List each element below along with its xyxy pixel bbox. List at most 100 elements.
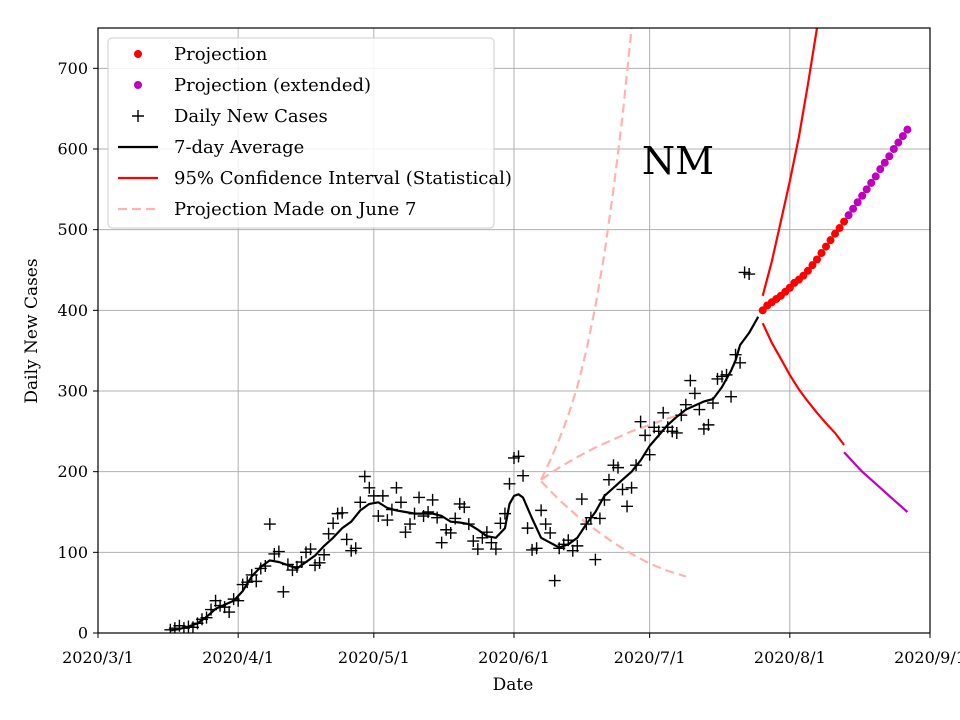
legend-label: Projection (extended): [174, 75, 371, 96]
daily-case-marker: [340, 533, 353, 546]
projection-extended-point: [858, 191, 867, 200]
daily-case-marker: [349, 542, 362, 555]
projection-extended-point: [894, 138, 903, 147]
daily-case-marker: [616, 483, 629, 496]
daily-case-marker: [304, 543, 317, 556]
daily-case-marker: [634, 415, 647, 428]
x-tick-label: 2020/8/1: [754, 648, 826, 667]
y-tick-label: 300: [57, 382, 88, 401]
daily-case-marker: [743, 268, 756, 281]
daily-case-marker: [693, 403, 706, 416]
june7-projection-upper: [540, 28, 633, 481]
daily-case-marker: [725, 390, 738, 403]
legend-label: Projection: [174, 44, 268, 65]
daily-case-marker: [517, 469, 530, 482]
daily-case-marker: [394, 496, 407, 509]
projection-extended-point: [862, 185, 871, 194]
x-tick-label: 2020/3/1: [62, 648, 134, 667]
daily-case-marker: [322, 527, 335, 540]
daily-case-marker: [404, 518, 416, 531]
projection-extended-point: [867, 178, 876, 187]
daily-case-marker: [358, 470, 371, 483]
projection-extended-point: [871, 172, 880, 181]
projection-point: [840, 217, 849, 226]
daily-case-marker: [498, 507, 511, 520]
daily-case-marker: [263, 518, 276, 531]
projection-point: [803, 266, 812, 275]
ci-lower-extended-line: [843, 451, 909, 513]
daily-case-marker: [521, 522, 534, 535]
daily-case-marker: [684, 374, 697, 387]
legend-label: Daily New Cases: [174, 106, 328, 127]
ci-lower-line: [761, 322, 845, 446]
ticks: 2020/3/1 2020/4/1 2020/5/1 2020/6/1 2020/7/1…: [57, 59, 960, 667]
daily-case-marker: [494, 517, 507, 530]
projection-extended-point: [903, 125, 912, 134]
daily-case-marker: [734, 356, 747, 369]
daily-case-marker: [544, 526, 557, 539]
daily-case-marker: [530, 542, 543, 555]
daily-case-marker: [354, 496, 367, 509]
projection-extended-point: [853, 198, 862, 207]
legend-label: Projection Made on June 7: [174, 199, 416, 220]
daily-case-marker: [399, 526, 412, 539]
legend-swatch: [132, 110, 144, 122]
projection-extended-point: [885, 152, 894, 161]
daily-case-marker: [489, 543, 502, 556]
y-tick-label: 500: [57, 220, 88, 239]
daily-case-marker: [702, 418, 715, 431]
projection-point: [812, 255, 821, 264]
daily-case-marker: [381, 514, 394, 527]
y-tick-label: 700: [57, 59, 88, 78]
daily-case-marker: [612, 461, 624, 474]
y-tick-label: 200: [57, 462, 88, 481]
daily-case-marker: [625, 481, 638, 494]
daily-case-marker: [435, 536, 448, 549]
daily-case-marker: [539, 518, 552, 531]
projection-extended-point: [849, 204, 858, 213]
daily-case-marker: [277, 585, 290, 598]
june7-projection-lower: [540, 480, 687, 578]
daily-case-marker: [593, 512, 606, 525]
daily-case-marker: [272, 545, 285, 558]
y-tick-label: 0: [78, 624, 88, 643]
daily-case-marker: [223, 606, 236, 619]
daily-case-marker: [643, 448, 656, 461]
x-tick-label: 2020/9/1: [894, 648, 960, 667]
legend-box: [107, 37, 495, 229]
x-tick-label: 2020/5/1: [338, 648, 410, 667]
y-tick-label: 400: [57, 301, 88, 320]
projection-point: [831, 229, 840, 238]
projection-point: [817, 249, 826, 258]
daily-case-marker: [363, 481, 376, 494]
daily-case-marker: [670, 426, 683, 439]
daily-case-marker: [327, 517, 340, 530]
seven-day-average-line: [170, 316, 760, 632]
daily-case-marker: [639, 429, 652, 442]
projection-extended-point: [889, 145, 898, 153]
projection-extended-point: [898, 132, 907, 141]
y-tick-label: 600: [57, 140, 88, 159]
daily-case-marker: [503, 477, 516, 490]
daily-case-marker: [336, 506, 349, 519]
daily-case-marker: [512, 450, 525, 463]
projection-extended-point: [876, 165, 885, 174]
projection-point: [822, 242, 830, 251]
ci-upper-line: [761, 28, 819, 297]
daily-case-marker: [250, 575, 263, 588]
x-tick-label: 2020/4/1: [202, 648, 274, 667]
daily-case-marker: [413, 491, 426, 504]
daily-case-marker: [422, 506, 435, 518]
y-tick-label: 100: [57, 543, 88, 562]
daily-case-marker: [621, 500, 634, 513]
projection-point: [826, 236, 835, 245]
daily-case-marker: [589, 553, 602, 566]
daily-case-marker: [458, 501, 471, 514]
daily-case-marker: [318, 548, 331, 561]
legend-swatch: [134, 50, 142, 58]
daily-case-marker: [372, 510, 385, 523]
daily-case-marker: [688, 387, 701, 400]
daily-case-marker: [444, 526, 457, 539]
x-axis-label: Date: [493, 675, 534, 695]
